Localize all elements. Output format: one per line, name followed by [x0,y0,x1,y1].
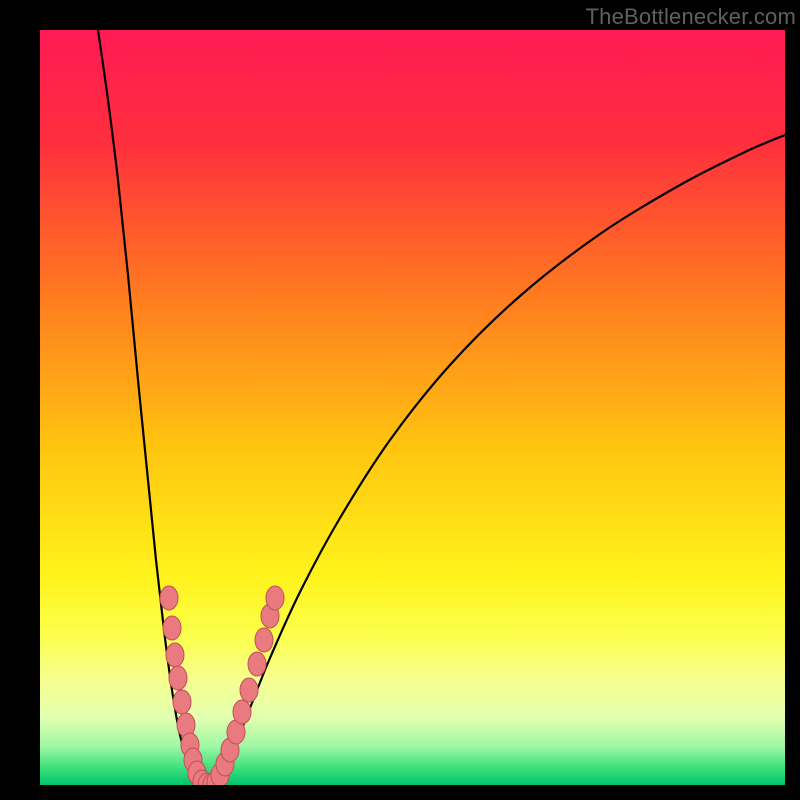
data-marker [160,586,178,610]
data-marker [233,700,251,724]
data-marker [240,678,258,702]
data-marker [255,628,273,652]
curve-right [206,135,785,785]
data-marker [166,643,184,667]
data-marker [173,690,191,714]
bottleneck-curve-plot [0,0,800,800]
watermark-text: TheBottlenecker.com [586,4,796,30]
curve-left [98,30,206,785]
data-marker [248,652,266,676]
data-marker [163,616,181,640]
chart-canvas: TheBottlenecker.com [0,0,800,800]
data-marker [169,666,187,690]
data-marker [266,586,284,610]
